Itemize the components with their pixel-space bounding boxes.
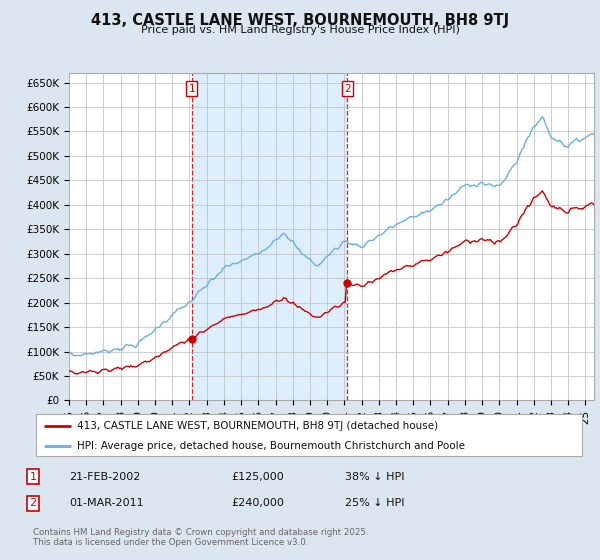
Text: 2: 2	[344, 83, 350, 94]
Text: 1: 1	[188, 83, 195, 94]
Text: 38% ↓ HPI: 38% ↓ HPI	[345, 472, 404, 482]
Text: 1: 1	[29, 472, 37, 482]
Text: HPI: Average price, detached house, Bournemouth Christchurch and Poole: HPI: Average price, detached house, Bour…	[77, 441, 465, 451]
Text: 21-FEB-2002: 21-FEB-2002	[69, 472, 140, 482]
Text: 01-MAR-2011: 01-MAR-2011	[69, 498, 143, 508]
Text: 413, CASTLE LANE WEST, BOURNEMOUTH, BH8 9TJ (detached house): 413, CASTLE LANE WEST, BOURNEMOUTH, BH8 …	[77, 421, 438, 431]
Text: £125,000: £125,000	[231, 472, 284, 482]
Bar	[192, 73, 347, 400]
Text: 413, CASTLE LANE WEST, BOURNEMOUTH, BH8 9TJ: 413, CASTLE LANE WEST, BOURNEMOUTH, BH8 …	[91, 13, 509, 28]
Text: Contains HM Land Registry data © Crown copyright and database right 2025.
This d: Contains HM Land Registry data © Crown c…	[33, 528, 368, 547]
Text: Price paid vs. HM Land Registry's House Price Index (HPI): Price paid vs. HM Land Registry's House …	[140, 25, 460, 35]
Text: 25% ↓ HPI: 25% ↓ HPI	[345, 498, 404, 508]
Text: 2: 2	[29, 498, 37, 508]
Text: £240,000: £240,000	[231, 498, 284, 508]
